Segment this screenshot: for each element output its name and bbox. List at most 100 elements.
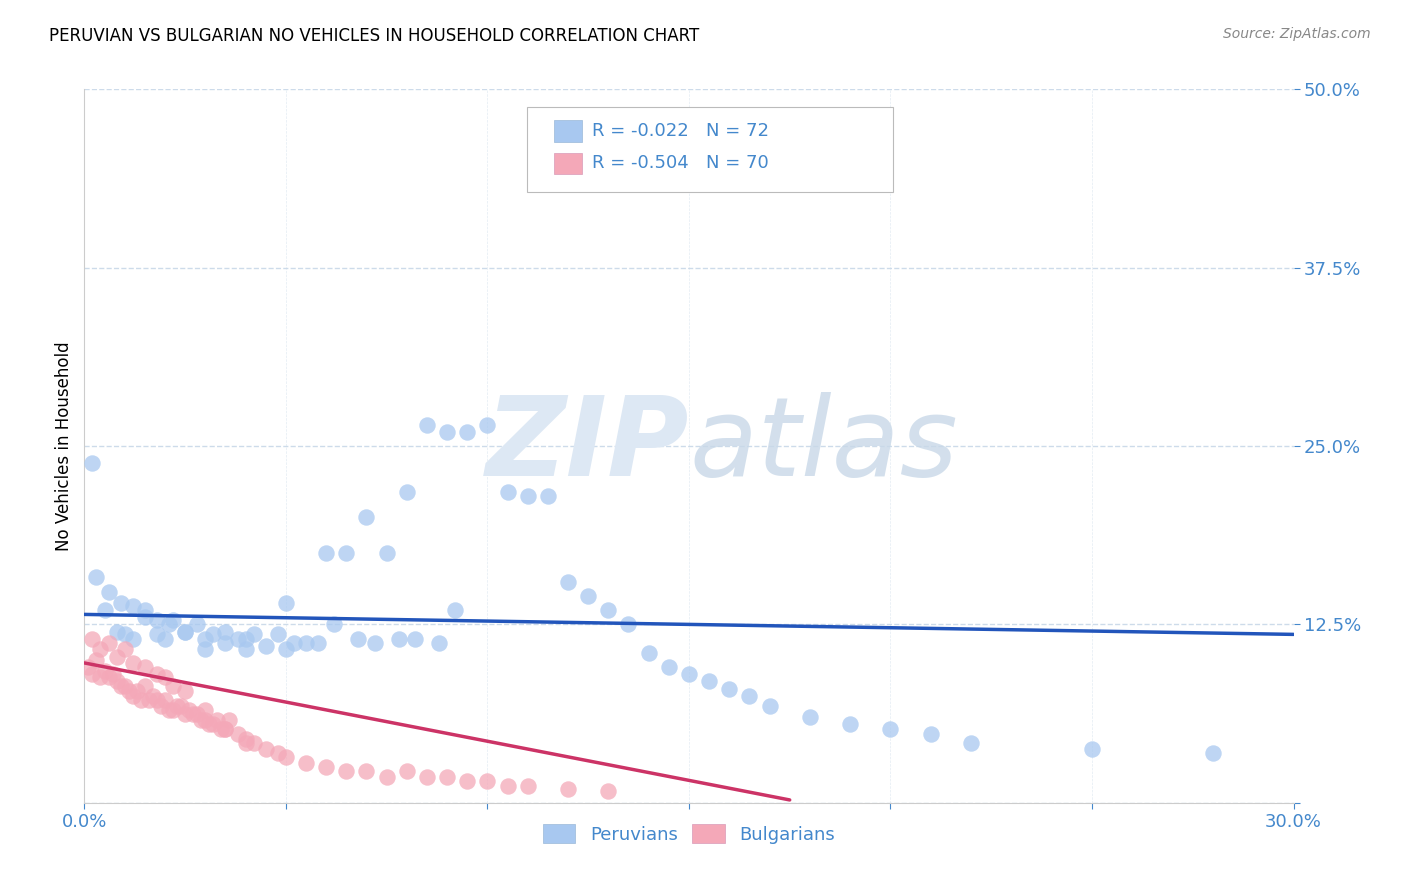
Point — [146, 613, 169, 627]
Point — [97, 670, 120, 684]
Point — [557, 574, 579, 589]
Point — [356, 510, 378, 524]
Point — [121, 632, 143, 646]
Point — [718, 681, 741, 696]
Point — [404, 632, 426, 646]
Point — [93, 603, 115, 617]
Point — [207, 713, 229, 727]
Point — [496, 779, 519, 793]
Point — [920, 727, 942, 741]
Point — [202, 627, 225, 641]
Point — [557, 781, 579, 796]
Point — [242, 627, 264, 641]
Point — [97, 636, 120, 650]
Point — [375, 770, 398, 784]
Point — [576, 589, 599, 603]
Y-axis label: No Vehicles in Household: No Vehicles in Household — [55, 341, 73, 551]
Point — [194, 632, 217, 646]
Point — [1081, 741, 1104, 756]
Point — [162, 679, 184, 693]
Point — [516, 489, 538, 503]
Point — [214, 722, 236, 736]
Point — [214, 636, 236, 650]
Point — [226, 632, 249, 646]
Point — [335, 764, 357, 779]
Point — [254, 741, 277, 756]
Point — [166, 698, 188, 713]
Point — [235, 641, 257, 656]
Point — [174, 707, 197, 722]
Point — [436, 425, 458, 439]
Point — [235, 731, 257, 746]
Point — [77, 660, 100, 674]
Point — [960, 736, 983, 750]
Point — [678, 667, 700, 681]
Point — [105, 650, 128, 665]
Point — [174, 624, 197, 639]
Point — [456, 774, 478, 789]
Point — [598, 784, 620, 798]
Point — [496, 484, 519, 499]
Point — [146, 667, 169, 681]
Point — [839, 717, 862, 731]
Point — [295, 636, 318, 650]
Point — [395, 484, 418, 499]
Point — [125, 684, 148, 698]
Text: Source: ZipAtlas.com: Source: ZipAtlas.com — [1223, 27, 1371, 41]
Point — [658, 660, 681, 674]
Point — [295, 756, 318, 770]
Point — [444, 603, 467, 617]
Point — [347, 632, 370, 646]
Point — [170, 698, 193, 713]
Point — [335, 546, 357, 560]
Point — [118, 684, 141, 698]
Point — [174, 684, 197, 698]
Point — [186, 707, 208, 722]
Point — [242, 736, 264, 750]
Point — [129, 693, 152, 707]
Point — [157, 617, 180, 632]
Text: R = -0.504   N = 70: R = -0.504 N = 70 — [592, 154, 769, 172]
Point — [153, 632, 176, 646]
Point — [477, 774, 499, 789]
Point — [86, 570, 108, 584]
Point — [436, 770, 458, 784]
Point — [114, 679, 136, 693]
Point — [274, 750, 297, 764]
Point — [218, 713, 240, 727]
Point — [738, 689, 761, 703]
Point — [181, 707, 204, 722]
Text: PERUVIAN VS BULGARIAN NO VEHICLES IN HOUSEHOLD CORRELATION CHART: PERUVIAN VS BULGARIAN NO VEHICLES IN HOU… — [49, 27, 699, 45]
Point — [179, 703, 201, 717]
Point — [395, 764, 418, 779]
Point — [416, 770, 439, 784]
Point — [283, 636, 305, 650]
Point — [105, 674, 128, 689]
Point — [363, 636, 385, 650]
Point — [1202, 746, 1225, 760]
Point — [114, 627, 136, 641]
Point — [427, 636, 450, 650]
Point — [190, 713, 212, 727]
Point — [537, 489, 560, 503]
Point — [121, 599, 143, 613]
Point — [214, 722, 236, 736]
Point — [97, 584, 120, 599]
Point — [198, 717, 221, 731]
Point — [89, 641, 111, 656]
Point — [254, 639, 277, 653]
Point — [879, 722, 901, 736]
Point — [214, 624, 236, 639]
Point — [194, 641, 217, 656]
Point — [101, 667, 124, 681]
Point — [323, 617, 346, 632]
Point — [82, 667, 104, 681]
Point — [114, 641, 136, 656]
Legend: Peruvians, Bulgarians: Peruvians, Bulgarians — [536, 817, 842, 851]
Point — [146, 693, 169, 707]
Point — [121, 656, 143, 670]
Text: atlas: atlas — [689, 392, 957, 500]
Point — [209, 722, 232, 736]
Point — [146, 627, 169, 641]
Point — [186, 617, 208, 632]
